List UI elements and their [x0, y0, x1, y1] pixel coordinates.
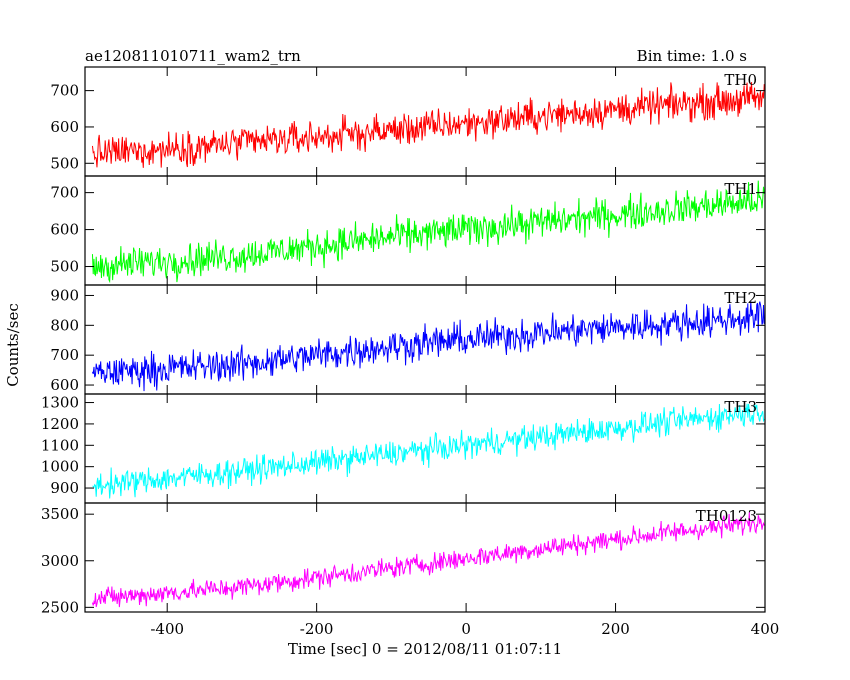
y-tick-label-th0123: 3500: [41, 505, 79, 523]
x-tick-label: 400: [751, 620, 780, 638]
series-line-th3: [92, 403, 765, 499]
x-tick-label: 0: [461, 620, 471, 638]
y-axis-label: Counts/sec: [4, 303, 22, 387]
series-label-th0123: TH0123: [696, 507, 757, 525]
y-tick-label-th0: 600: [50, 118, 79, 136]
series-label-th0: TH0: [724, 71, 757, 89]
x-tick-label: -200: [300, 620, 334, 638]
y-tick-label-th1: 700: [50, 184, 79, 202]
y-tick-label-th2: 600: [50, 376, 79, 394]
y-tick-label-th3: 1100: [41, 436, 79, 454]
y-tick-label-th1: 600: [50, 221, 79, 239]
y-tick-label-th3: 1000: [41, 458, 79, 476]
series-label-th2: TH2: [724, 289, 757, 307]
bin-time-label: Bin time: 1.0 s: [637, 47, 747, 65]
panels-group: 500 600 700 TH0 500 600 700 TH1 600 700 800 900 TH2 9…: [41, 66, 780, 638]
series-line-th0: [91, 82, 765, 168]
panel-frame-th0: [84, 66, 766, 177]
y-tick-label-th0: 500: [50, 154, 79, 172]
y-tick-label-th1: 500: [50, 258, 79, 276]
y-tick-label-th3: 1200: [41, 415, 79, 433]
y-tick-label-th2: 900: [50, 286, 79, 304]
y-tick-label-th0123: 3000: [41, 552, 79, 570]
series-label-th1: TH1: [724, 180, 757, 198]
y-tick-label-th3: 900: [50, 479, 79, 497]
x-axis-label: Time [sec] 0 = 2012/08/11 01:07:11: [288, 640, 562, 658]
x-tick-label: 200: [601, 620, 630, 638]
y-tick-label-th0: 700: [50, 82, 79, 100]
plot-title: ae120811010711_wam2_trn: [85, 47, 301, 65]
series-line-th2: [91, 301, 765, 392]
y-tick-label-th3: 1300: [41, 394, 79, 412]
x-tick-label: -400: [150, 620, 184, 638]
y-tick-label-th0123: 2500: [41, 598, 79, 616]
series-line-th1: [91, 180, 765, 284]
y-tick-label-th2: 800: [50, 316, 79, 334]
y-tick-label-th2: 700: [50, 346, 79, 364]
series-label-th3: TH3: [724, 398, 757, 416]
series-line-th0123: [91, 512, 765, 608]
panel-frame-th0123: [84, 502, 766, 613]
